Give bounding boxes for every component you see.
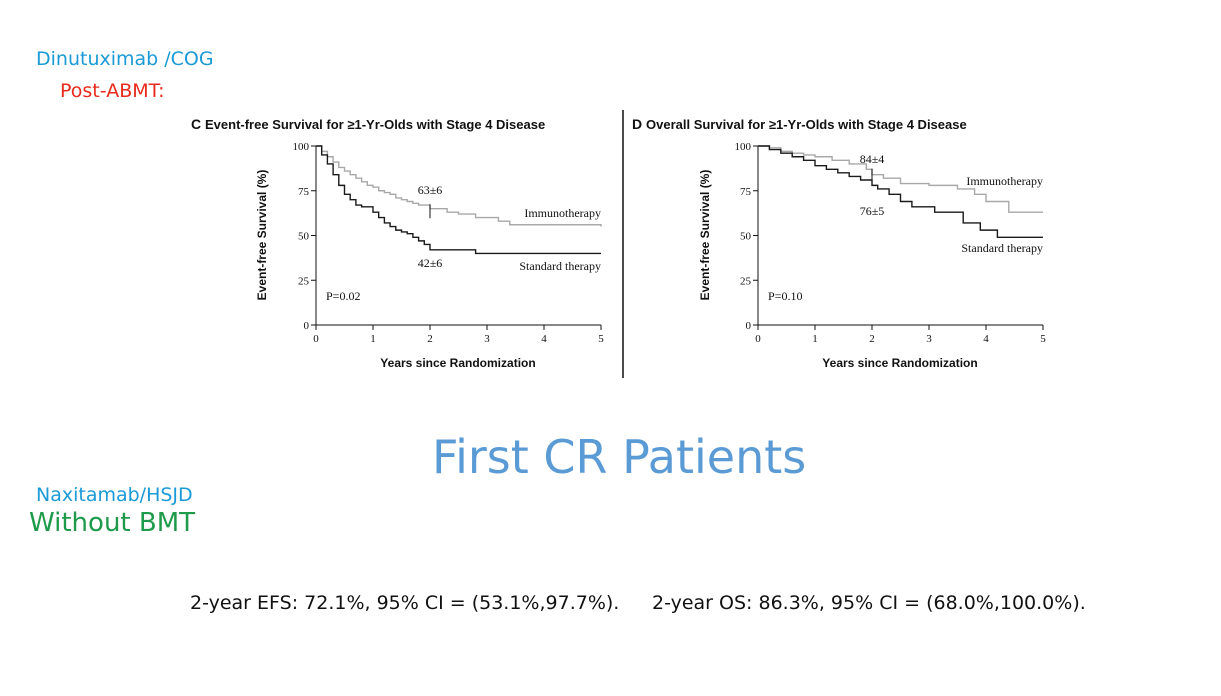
panel-c-title: C Event-free Survival for ≥1-Yr-Olds wit… (191, 116, 545, 132)
x-tick-label: 2 (869, 333, 875, 345)
x-tick-label: 3 (484, 333, 490, 345)
series-standard-therapy-label: Standard therapy (519, 259, 601, 273)
x-tick-label: 4 (541, 333, 547, 345)
x-tick-label: 4 (983, 333, 989, 345)
y-tick-label: 0 (746, 320, 752, 332)
y-tick-label: 75 (298, 186, 310, 198)
y-tick-label: 50 (740, 231, 752, 243)
series-immunotherapy-line (316, 145, 602, 227)
x-tick-label: 0 (313, 333, 319, 345)
panel-d-title: D Overall Survival for ≥1-Yr-Olds with S… (632, 116, 967, 132)
series-standard-therapy-line (758, 145, 1043, 238)
y-tick-label: 25 (298, 275, 310, 287)
survival-estimate-label: 76±5 (860, 204, 885, 218)
y-tick-label: 75 (740, 186, 752, 198)
x-axis-title: Years since Randomization (822, 356, 977, 370)
series-immunotherapy-line (758, 145, 1043, 213)
x-tick-label: 3 (926, 333, 932, 345)
series-standard-therapy-line (316, 145, 601, 255)
survival-estimate-label: 84±4 (860, 152, 885, 166)
y-axis-title: Event-free Survival (%) (255, 170, 269, 301)
panel-c-event-free-survival: C Event-free Survival for ≥1-Yr-Olds wit… (191, 116, 604, 370)
y-tick-label: 50 (298, 231, 310, 243)
x-tick-label: 0 (755, 333, 761, 345)
post-abmt-label: Post-ABMT: (60, 80, 165, 102)
p-value-label: P=0.02 (326, 289, 360, 303)
y-tick-label: 0 (304, 320, 310, 332)
survival-estimate-label: 63±6 (418, 183, 443, 197)
series-immunotherapy-label: Immunotherapy (524, 206, 601, 220)
x-tick-label: 1 (370, 333, 376, 345)
os-statistic: 2-year OS: 86.3%, 95% CI = (68.0%,100.0%… (652, 592, 1086, 614)
without-bmt-label: Without BMT (29, 508, 196, 538)
survival-estimate-label: 42±6 (418, 256, 443, 270)
survival-panels: C Event-free Survival for ≥1-Yr-Olds wit… (191, 110, 1046, 378)
dinutuximab-cog-label: Dinutuximab /COG (36, 48, 214, 70)
p-value-label: P=0.10 (768, 289, 802, 303)
efs-statistic: 2-year EFS: 72.1%, 95% CI = (53.1%,97.7%… (190, 592, 620, 614)
y-tick-label: 100 (735, 141, 752, 153)
y-tick-label: 100 (293, 141, 310, 153)
slide-title: First CR Patients (432, 430, 807, 484)
y-tick-label: 25 (740, 275, 752, 287)
series-standard-therapy-label: Standard therapy (961, 241, 1043, 255)
x-tick-label: 5 (598, 333, 604, 345)
x-tick-label: 2 (427, 333, 433, 345)
x-tick-label: 1 (812, 333, 818, 345)
series-immunotherapy-label: Immunotherapy (966, 174, 1043, 188)
y-axis-title: Event-free Survival (%) (698, 170, 712, 301)
x-axis-title: Years since Randomization (380, 356, 535, 370)
x-tick-label: 5 (1040, 333, 1046, 345)
naxitamab-hsjd-label: Naxitamab/HSJD (36, 484, 193, 506)
panel-d-overall-survival: D Overall Survival for ≥1-Yr-Olds with S… (632, 116, 1046, 370)
